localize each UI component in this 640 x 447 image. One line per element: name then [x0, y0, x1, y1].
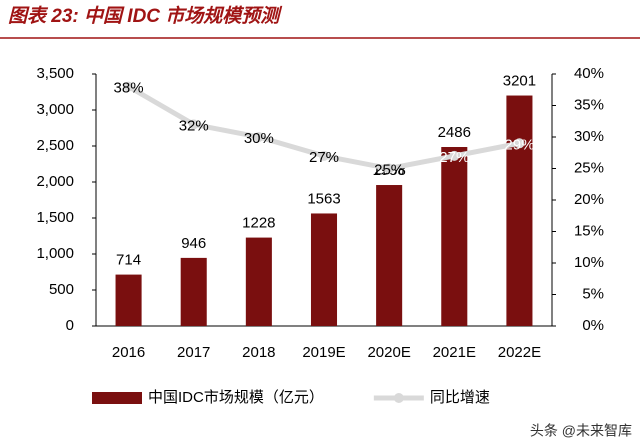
line-value-label: 32% — [179, 117, 209, 134]
y2-tick-label: 25% — [574, 159, 604, 176]
line-point — [449, 150, 460, 161]
y2-tick-label: 40% — [574, 65, 604, 82]
bar-value-label: 1228 — [242, 215, 275, 232]
line-value-label: 30% — [244, 130, 274, 147]
bar-value-label: 714 — [116, 252, 141, 269]
line-point — [253, 132, 264, 142]
x-tick-label: 2016 — [112, 344, 145, 361]
y2-tick-label: 20% — [574, 191, 604, 208]
line-value-label: 27% — [309, 149, 339, 166]
y2-tick-label: 15% — [574, 222, 604, 239]
bar — [180, 257, 207, 326]
y-tick-label: 2,500 — [36, 137, 74, 154]
bar — [245, 237, 272, 326]
legend-label: 同比增速 — [430, 389, 490, 406]
watermark: 头条 @未来智库 — [530, 423, 632, 439]
legend-swatch — [393, 393, 404, 403]
bar — [506, 95, 533, 326]
y-tick-label: 500 — [49, 281, 74, 298]
line-point — [514, 138, 525, 149]
bar — [376, 185, 403, 326]
y2-tick-label: 10% — [574, 254, 604, 271]
y2-tick-label: 35% — [574, 96, 604, 113]
y-tick-label: 1,500 — [36, 209, 74, 226]
bar-value-label: 946 — [181, 235, 206, 252]
legend-swatch — [92, 392, 142, 404]
line-point — [319, 150, 329, 161]
x-tick-label: 2022E — [498, 344, 541, 361]
y-tick-label: 2,000 — [36, 173, 74, 190]
legend-label: 中国IDC市场规模（亿元） — [148, 389, 324, 406]
chart-title: 图表 23: 中国 IDC 市场规模预测 — [8, 5, 283, 27]
x-tick-label: 2018 — [242, 344, 275, 361]
bar-value-label: 2486 — [438, 124, 471, 141]
y-tick-label: 1,000 — [36, 245, 74, 262]
bar — [310, 213, 338, 326]
line-value-label: 25% — [374, 161, 404, 178]
bar — [441, 147, 468, 326]
y2-tick-label: 0% — [582, 317, 604, 334]
line-point — [188, 119, 199, 130]
line-value-label: 29% — [504, 136, 534, 153]
bar — [115, 274, 142, 326]
y-tick-label: 3,000 — [36, 101, 74, 118]
y-tick-label: 0 — [66, 317, 74, 334]
x-tick-label: 2020E — [367, 344, 410, 361]
x-tick-label: 2021E — [433, 344, 476, 361]
bar-value-label: 1563 — [307, 190, 340, 207]
line-point — [123, 81, 134, 92]
x-tick-label: 2019E — [302, 344, 345, 361]
y2-tick-label: 30% — [574, 128, 604, 145]
line-value-label: 27% — [439, 149, 469, 166]
y2-tick-label: 5% — [582, 285, 604, 302]
x-tick-label: 2017 — [177, 344, 210, 361]
line-point — [384, 163, 395, 174]
y-tick-label: 3,500 — [36, 65, 74, 82]
bar-value-label: 3201 — [503, 72, 536, 89]
line-value-label: 38% — [114, 80, 144, 97]
